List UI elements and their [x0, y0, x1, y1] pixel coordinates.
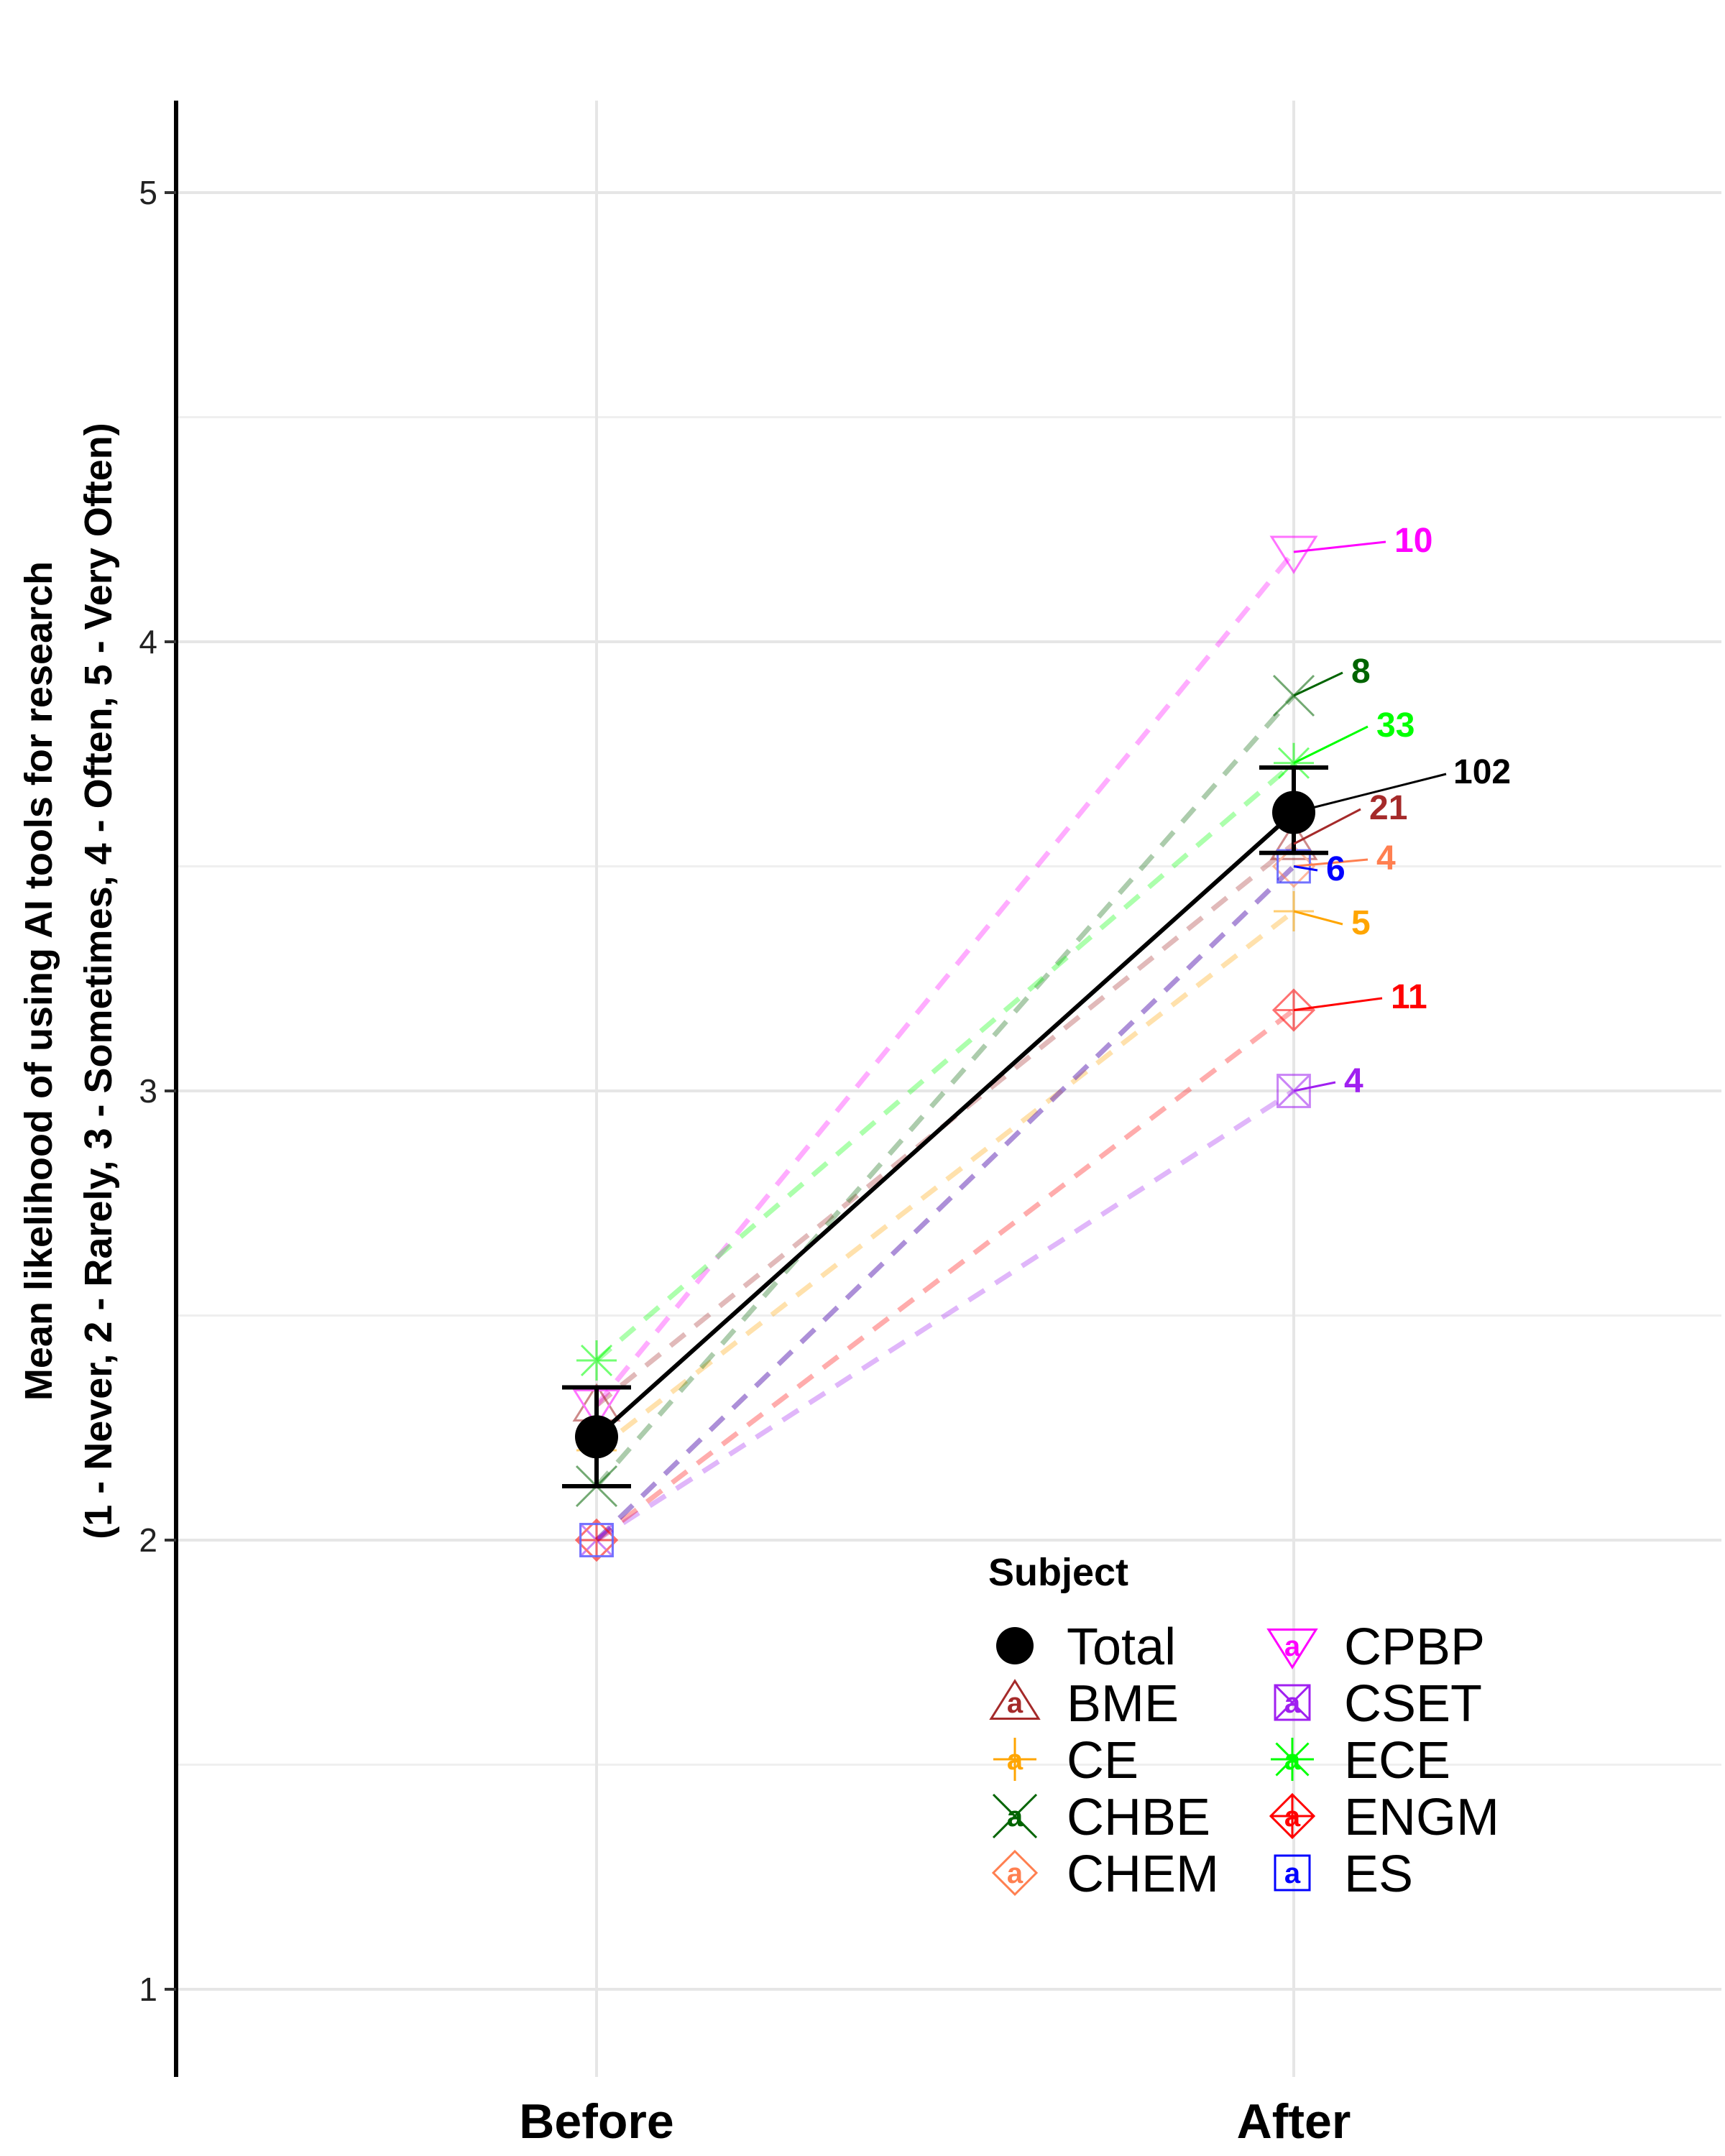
- series-line-cset: [595, 1089, 1295, 1542]
- legend-key-glyph: a: [1284, 1858, 1301, 1889]
- n-label-engm: 11: [1391, 978, 1427, 1016]
- n-label-leader-engm: [1293, 997, 1383, 1011]
- marker-before-ece: [580, 1344, 613, 1377]
- legend-key-glyph: a: [1007, 1858, 1024, 1889]
- y-axis-title-line1: Mean likelihood of using AI tools for re…: [17, 561, 60, 1401]
- n-label-leader-es: [1293, 865, 1318, 872]
- legend-key-glyph: a: [1284, 1631, 1301, 1662]
- legend-label-chem: CHEM: [1067, 1846, 1219, 1903]
- legend-key-es: [1274, 1854, 1311, 1892]
- legend-key-glyph: a: [1007, 1744, 1024, 1776]
- legend-label-total: Total: [1067, 1618, 1176, 1676]
- legend-item-chem: a CHEM: [991, 1846, 1219, 1903]
- series-markers: [572, 535, 1318, 1562]
- n-label-leader-cpbp: [1293, 540, 1386, 553]
- series-line-engm: [594, 1008, 1296, 1542]
- n-label-es: 6: [1326, 850, 1346, 888]
- n-label-leader-ce: [1293, 910, 1343, 926]
- legend-label-cset: CSET: [1344, 1675, 1482, 1733]
- legend-label-es: ES: [1344, 1846, 1413, 1903]
- marker-after-cset: [1276, 1074, 1311, 1108]
- series-line-chbe: [594, 694, 1296, 1488]
- legend-item-ce: a CE: [993, 1732, 1138, 1789]
- marker-after-cpbp: [1269, 535, 1318, 574]
- legend-key-bme: [989, 1679, 1041, 1720]
- legend-label-ece: ECE: [1344, 1732, 1450, 1789]
- series-lines: [594, 550, 1296, 1542]
- legend-item-bme: a BME: [989, 1675, 1179, 1733]
- legend-key-glyph: a: [1007, 1801, 1024, 1833]
- marker-after-bme: [1269, 821, 1318, 860]
- legend-key-glyph: a: [1284, 1801, 1301, 1833]
- marker-before-es: [579, 1523, 614, 1557]
- n-label-total: 102: [1453, 753, 1511, 791]
- legend-key-cset: [1274, 1684, 1311, 1721]
- legend-key-cpbp: [1266, 1628, 1318, 1669]
- legend-title: Subject: [988, 1551, 1128, 1594]
- y-tick-label: 1: [139, 1971, 157, 2008]
- total-point-before: [575, 1415, 618, 1459]
- legend-key-ece: [1275, 1742, 1310, 1777]
- legend: Subject Total a BME a CE a CHBE a CHEM a CPBP a CSET…: [988, 1551, 1499, 1903]
- y-tick-label: 4: [139, 623, 157, 660]
- legend-item-engm: a ENGM: [1269, 1789, 1499, 1846]
- n-label-leader-ece: [1293, 725, 1368, 765]
- series-line-es: [594, 864, 1296, 1542]
- series-line-ce: [594, 909, 1296, 1452]
- n-label-bme: 21: [1369, 789, 1407, 827]
- legend-item-es: a ES: [1274, 1846, 1413, 1903]
- n-label-ce: 5: [1351, 904, 1371, 942]
- n-label-leader-total: [1293, 773, 1447, 814]
- axes: 1 2 3 4 5 Before After: [139, 101, 1351, 2149]
- n-label-leader-bme: [1293, 808, 1361, 845]
- legend-item-cpbp: a CPBP: [1266, 1618, 1485, 1676]
- y-axis-title: Mean likelihood of using AI tools for re…: [17, 423, 120, 1539]
- total-line: [594, 811, 1296, 1439]
- n-label-leader-cset: [1293, 1081, 1336, 1092]
- legend-label-ce: CE: [1067, 1732, 1138, 1789]
- grid: [176, 101, 1721, 2077]
- total-series: [562, 765, 1328, 1488]
- y-axis-title-line2: (1 - Never, 2 - Rarely, 3 - Sometimes, 4…: [77, 423, 120, 1539]
- n-label-chem: 4: [1376, 839, 1396, 877]
- n-label-cset: 4: [1344, 1062, 1363, 1100]
- legend-item-total: Total: [996, 1618, 1176, 1676]
- legend-label-cpbp: CPBP: [1344, 1618, 1485, 1676]
- legend-label-engm: ENGM: [1344, 1789, 1499, 1846]
- n-label-leader-chem: [1293, 858, 1368, 867]
- legend-key-chem: [991, 1849, 1039, 1897]
- n-label-leader-chbe: [1293, 671, 1343, 697]
- series-line-chem: [594, 864, 1296, 1542]
- n-labels: 21 5 8 4 10 4 33 11 6 102: [1293, 522, 1511, 1100]
- legend-key-glyph: a: [1284, 1687, 1301, 1719]
- series-line-ece: [594, 761, 1296, 1363]
- y-tick-label: 2: [139, 1521, 157, 1559]
- legend-key-chbe: [992, 1793, 1038, 1839]
- y-tick-label: 5: [139, 174, 157, 211]
- legend-item-ece: a ECE: [1271, 1732, 1450, 1789]
- legend-item-chbe: a CHBE: [992, 1789, 1210, 1846]
- x-tick-label: Before: [519, 2094, 673, 2149]
- legend-label-chbe: CHBE: [1067, 1789, 1210, 1846]
- legend-label-bme: BME: [1067, 1675, 1179, 1733]
- legend-key-cset: [1274, 1684, 1311, 1721]
- x-tick-label: After: [1237, 2094, 1351, 2149]
- legend-key-glyph: a: [1007, 1687, 1024, 1719]
- n-label-ece: 33: [1376, 706, 1414, 745]
- y-tick-label: 3: [139, 1072, 157, 1110]
- n-label-chbe: 8: [1351, 653, 1371, 691]
- legend-key-total: [996, 1627, 1034, 1664]
- series-line-cpbp: [594, 550, 1296, 1407]
- legend-key-glyph: a: [1284, 1744, 1301, 1776]
- n-label-cpbp: 10: [1394, 522, 1432, 560]
- marker-after-chem: [1271, 844, 1316, 888]
- legend-item-cset: a CSET: [1274, 1675, 1482, 1733]
